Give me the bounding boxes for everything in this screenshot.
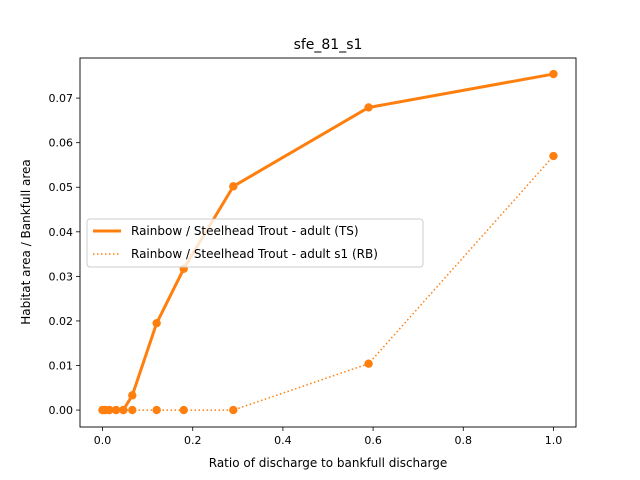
series-1-point [229,405,238,415]
series-0-point [152,318,161,328]
y-ticks: 0.00 0.01 0.02 0.03 0.04 0.05 0.06 0.07 [49,92,80,417]
legend-label-rb: Rainbow / Steelhead Trout - adult s1 (RB… [131,247,378,261]
series-1-point [111,405,121,415]
series-1-point [364,359,373,368]
x-tick-label: 1.0 [545,434,563,447]
chart-title: sfe_81_s1 [294,37,363,53]
y-tick-label: 0.00 [49,404,74,417]
y-tick-label: 0.03 [49,270,74,283]
series-1-point [549,151,558,161]
y-tick-label: 0.06 [49,137,74,150]
x-tick-label: 0.4 [274,434,292,447]
x-axis-label: Ratio of discharge to bankfull discharge [209,456,447,470]
x-ticks: 0.0 0.2 0.4 0.6 0.8 1.0 [94,427,562,447]
series-1-point [105,405,114,415]
series-layer [98,69,558,415]
x-tick-label: 0.2 [184,434,202,447]
x-tick-label: 0.6 [364,434,382,447]
y-tick-label: 0.07 [49,92,74,105]
y-tick-label: 0.05 [49,181,74,194]
legend-label-ts: Rainbow / Steelhead Trout - adult (TS) [131,224,359,238]
y-tick-label: 0.02 [49,315,74,328]
y-tick-label: 0.04 [49,226,74,239]
plot-frame [79,57,577,428]
x-tick-label: 0.0 [94,434,112,447]
series-1-point [179,405,188,415]
plot-area: 0.0 0.2 0.4 0.6 0.8 1.0 0.000.010.020.030.040… [49,57,577,447]
series-1-point [152,405,161,415]
legend-box [86,218,424,268]
series-1-point [128,405,137,415]
y-axis-label: Habitat area / Bankfull area [19,159,33,325]
series-0-point [549,69,558,79]
series-1-point [119,405,128,415]
series-0-point [128,391,137,400]
series-0-point [229,182,238,191]
y-tick-label: 0.01 [49,360,74,373]
legend: Rainbow / Steelhead Trout - adult (TS) R… [86,218,424,268]
series-0-point [364,103,373,112]
x-tick-label: 0.8 [455,434,473,447]
series-line-1 [102,155,555,411]
